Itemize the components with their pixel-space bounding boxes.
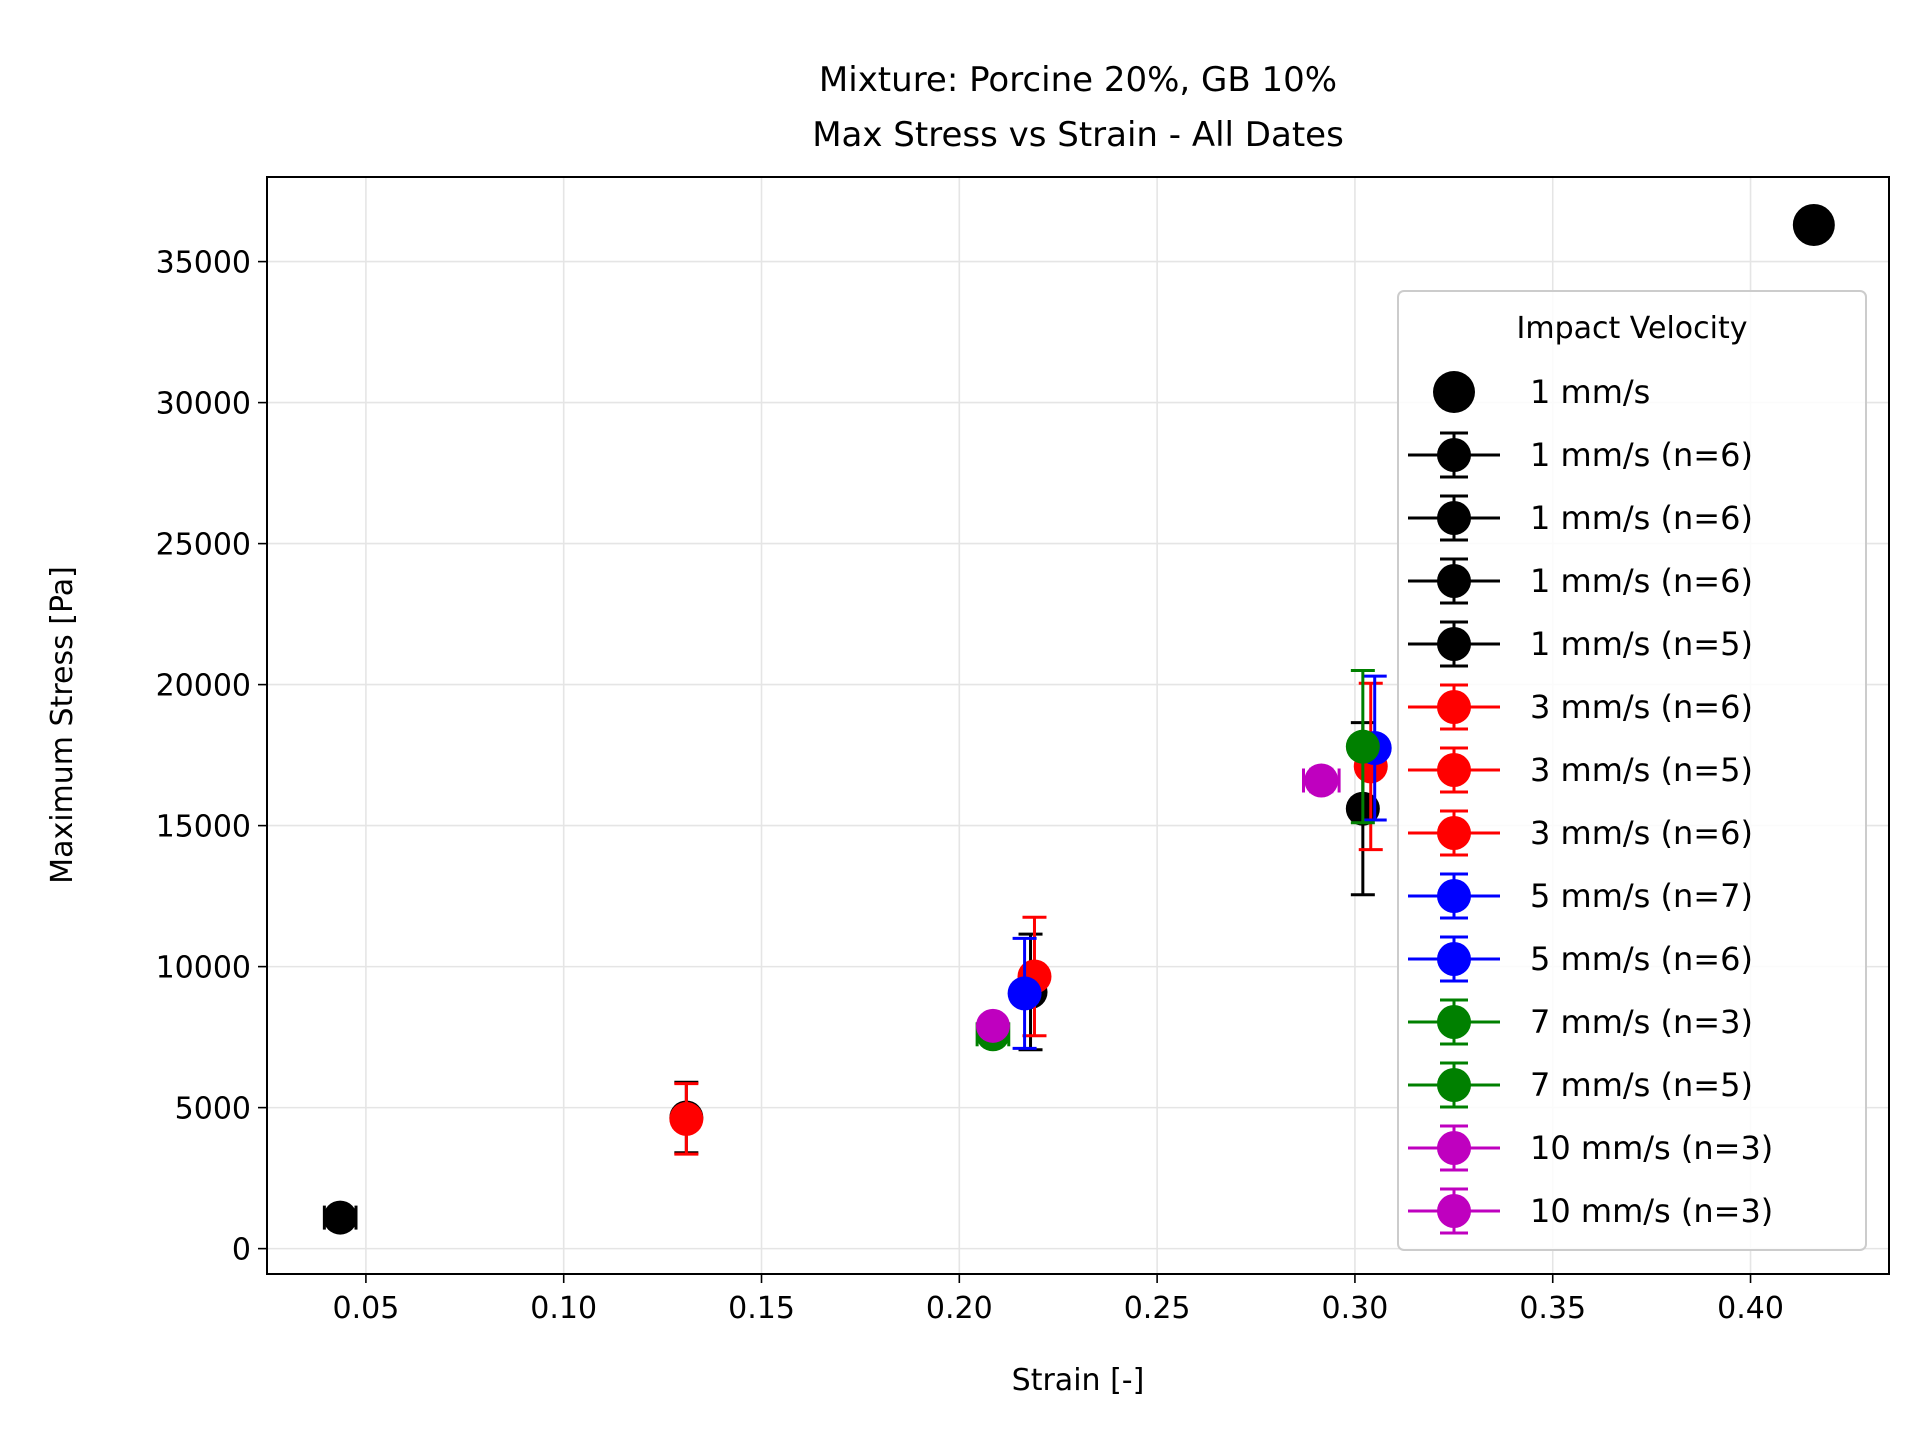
legend-marker xyxy=(1437,1194,1471,1228)
data-point xyxy=(1304,763,1339,798)
data-marks xyxy=(322,203,1835,1235)
legend-marker xyxy=(1437,564,1471,598)
data-point xyxy=(975,1008,1010,1043)
legend-entry: 1 mm/s (n=6) xyxy=(1408,431,1753,479)
legend-label: 1 mm/s (n=6) xyxy=(1530,562,1753,600)
legend: Impact Velocity 1 mm/s1 mm/s (n=6)1 mm/s… xyxy=(1397,290,1867,1251)
legend-label: 1 mm/s (n=6) xyxy=(1530,499,1753,537)
legend-entry: 3 mm/s (n=6) xyxy=(1408,809,1753,857)
legend-box xyxy=(1397,290,1867,1251)
legend-label: 5 mm/s (n=6) xyxy=(1530,940,1753,978)
x-tick-label: 0.25 xyxy=(1124,1291,1191,1326)
y-tick-label: 20000 xyxy=(156,669,251,704)
legend-marker xyxy=(1437,1068,1471,1102)
x-tick-label: 0.10 xyxy=(530,1291,597,1326)
y-tick-label: 15000 xyxy=(156,810,251,845)
legend-label: 3 mm/s (n=5) xyxy=(1530,751,1753,789)
data-point xyxy=(1792,203,1835,246)
y-tick-label: 35000 xyxy=(156,246,251,281)
legend-entry: 7 mm/s (n=3) xyxy=(1408,998,1753,1046)
legend-label: 7 mm/s (n=5) xyxy=(1530,1066,1753,1104)
legend-entries: 1 mm/s 1 mm/s (n=6) 1 mm/s (n=6) 1 mm/s (n=… xyxy=(1408,371,1773,1235)
legend-marker xyxy=(1437,501,1471,535)
legend-label: 1 mm/s xyxy=(1530,373,1650,411)
legend-marker xyxy=(1437,1005,1471,1039)
y-tick-label: 5000 xyxy=(175,1092,251,1127)
legend-marker xyxy=(1437,816,1471,850)
legend-title: Impact Velocity xyxy=(1517,311,1748,346)
chart-title-line-2: Max Stress vs Strain - All Dates xyxy=(812,115,1344,155)
y-axis-label: Maximum Stress [Pa] xyxy=(45,566,80,884)
y-tick-label: 0 xyxy=(232,1233,251,1268)
legend-marker xyxy=(1437,690,1471,724)
y-tick-label: 25000 xyxy=(156,528,251,563)
series-12 xyxy=(975,1008,1010,1043)
legend-label: 1 mm/s (n=5) xyxy=(1530,625,1753,663)
legend-entry: 5 mm/s (n=6) xyxy=(1408,935,1753,983)
legend-label: 10 mm/s (n=3) xyxy=(1530,1192,1773,1230)
legend-label: 7 mm/s (n=3) xyxy=(1530,1003,1753,1041)
legend-entry: 1 mm/s (n=5) xyxy=(1408,620,1753,668)
legend-label: 5 mm/s (n=7) xyxy=(1530,877,1753,915)
legend-entry: 1 mm/s (n=6) xyxy=(1408,494,1753,542)
legend-marker xyxy=(1437,438,1471,472)
series-0 xyxy=(1792,203,1835,246)
series-5 xyxy=(669,1082,704,1156)
plot-frame xyxy=(266,176,1890,1275)
legend-marker xyxy=(1437,942,1471,976)
legend-entry: 5 mm/s (n=7) xyxy=(1408,872,1753,920)
series-13 xyxy=(1301,763,1341,798)
x-tick-label: 0.30 xyxy=(1322,1291,1389,1326)
x-tick-label: 0.05 xyxy=(333,1291,400,1326)
x-tick-label: 0.40 xyxy=(1717,1291,1784,1326)
data-point xyxy=(669,1101,704,1136)
data-point xyxy=(323,1200,358,1235)
series-1 xyxy=(322,1200,358,1235)
x-tick-label: 0.20 xyxy=(926,1291,993,1326)
legend-label: 1 mm/s (n=6) xyxy=(1530,436,1753,474)
x-tick-label: 0.15 xyxy=(728,1291,795,1326)
legend-entry: 3 mm/s (n=5) xyxy=(1408,746,1753,794)
data-point xyxy=(1007,976,1042,1011)
data-point xyxy=(1345,729,1380,764)
series-11 xyxy=(1345,669,1380,825)
x-tick-label: 0.35 xyxy=(1519,1291,1586,1326)
legend-marker xyxy=(1437,879,1471,913)
legend-marker xyxy=(1437,1131,1471,1165)
legend-entry: 10 mm/s (n=3) xyxy=(1408,1124,1773,1172)
y-tick-label: 10000 xyxy=(156,951,251,986)
legend-entry: 1 mm/s xyxy=(1433,371,1650,413)
legend-label: 3 mm/s (n=6) xyxy=(1530,814,1753,852)
x-axis-label: Strain [-] xyxy=(1012,1363,1145,1398)
legend-entry: 3 mm/s (n=6) xyxy=(1408,683,1753,731)
legend-marker xyxy=(1437,627,1471,661)
series-8 xyxy=(1007,936,1042,1050)
legend-marker xyxy=(1437,753,1471,787)
legend-entry: 10 mm/s (n=3) xyxy=(1408,1187,1773,1235)
y-tick-label: 30000 xyxy=(156,387,251,422)
legend-label: 3 mm/s (n=6) xyxy=(1530,688,1753,726)
chart-title-line-1: Mixture: Porcine 20%, GB 10% xyxy=(819,60,1337,100)
legend-marker xyxy=(1433,371,1475,413)
legend-entry: 1 mm/s (n=6) xyxy=(1408,557,1753,605)
axes-ticks: 0.05 0.10 0.15 0.20 0.25 0.30 0.35 0.40 0 5000 100… xyxy=(156,246,1784,1326)
legend-label: 10 mm/s (n=3) xyxy=(1530,1129,1773,1167)
legend-entry: 7 mm/s (n=5) xyxy=(1408,1061,1753,1109)
